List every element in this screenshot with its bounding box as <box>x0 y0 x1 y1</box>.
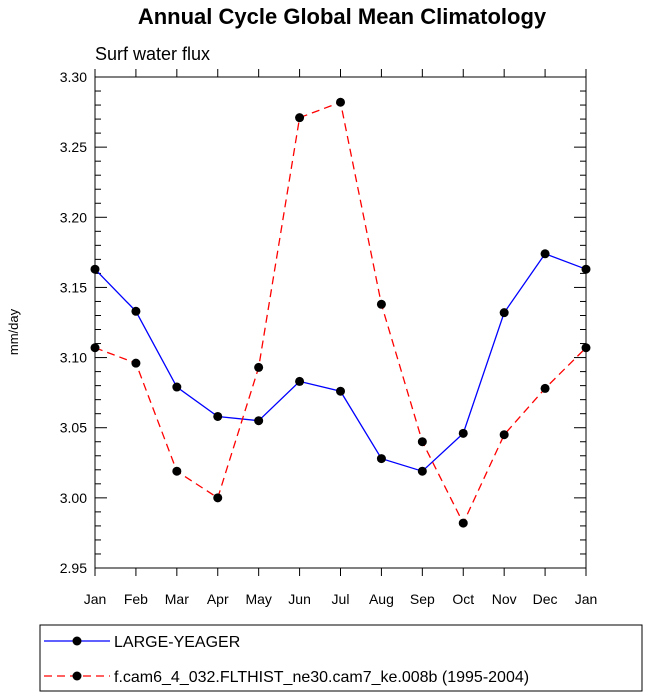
y-tick-label: 2.95 <box>60 560 87 576</box>
y-axis-label: mm/day <box>6 308 21 355</box>
axis-ticks <box>94 69 587 576</box>
chart-subtitle: Surf water flux <box>95 44 210 64</box>
series-line-2 <box>94 101 587 525</box>
data-point <box>131 306 141 316</box>
data-point <box>458 518 468 528</box>
y-tick-labels: 2.95 3.00 3.05 3.10 3.15 3.20 3.25 3.30 <box>60 69 87 576</box>
legend-label: f.cam6_4_032.FLTHIST_ne30.cam7_ke.008b (… <box>114 669 529 686</box>
data-point <box>213 411 223 421</box>
data-point <box>90 343 100 353</box>
legend-box <box>39 624 643 692</box>
x-tick-label: Jan <box>575 591 598 607</box>
data-point <box>336 97 345 107</box>
data-point <box>376 299 386 309</box>
y-tick-label: 3.30 <box>60 69 87 85</box>
data-point <box>499 430 509 440</box>
x-tick-label: Jul <box>332 591 350 607</box>
data-point <box>295 376 305 386</box>
data-point <box>417 466 427 476</box>
data-point <box>499 308 509 318</box>
x-tick-label: Oct <box>452 591 474 607</box>
data-point <box>581 264 591 274</box>
x-tick-label: Apr <box>207 591 229 607</box>
y-tick-label: 3.05 <box>60 420 87 436</box>
x-tick-label: Jan <box>84 591 107 607</box>
x-tick-label: Mar <box>165 591 189 607</box>
legend: LARGE-YEAGER f.cam6_4_032.FLTHIST_ne30.ca… <box>39 624 643 692</box>
x-tick-label: Sep <box>410 591 435 607</box>
legend-marker <box>72 671 82 681</box>
y-tick-label: 3.15 <box>60 279 87 295</box>
data-point <box>540 249 550 259</box>
y-tick-label: 3.10 <box>60 350 87 366</box>
y-tick-label: 3.20 <box>60 209 87 225</box>
data-point <box>540 383 550 393</box>
data-point <box>172 466 182 476</box>
x-tick-label: Jun <box>288 591 311 607</box>
series-layer <box>90 97 591 528</box>
series-line-1 <box>94 252 587 472</box>
data-point <box>581 343 591 353</box>
y-tick-label: 3.25 <box>60 139 87 155</box>
chart-title: Annual Cycle Global Mean Climatology <box>138 4 547 29</box>
data-point <box>254 362 264 372</box>
x-tick-label: Nov <box>492 591 517 607</box>
legend-entries: LARGE-YEAGER f.cam6_4_032.FLTHIST_ne30.ca… <box>44 634 529 686</box>
legend-label: LARGE-YEAGER <box>114 634 240 651</box>
data-point <box>295 113 305 123</box>
data-point <box>254 416 264 426</box>
data-point <box>376 454 386 464</box>
data-point <box>90 264 100 274</box>
data-point <box>213 493 223 503</box>
x-tick-label: Aug <box>369 591 394 607</box>
x-tick-label: Feb <box>124 591 148 607</box>
legend-marker <box>72 636 82 646</box>
x-tick-labels: Jan Feb Mar Apr May Jun Jul Aug Sep Oct Nov Dec Jan <box>84 591 598 607</box>
x-tick-label: Dec <box>533 591 558 607</box>
y-tick-label: 3.00 <box>60 490 87 506</box>
data-point <box>417 437 427 447</box>
plot-frame <box>94 76 587 569</box>
data-point <box>458 428 468 438</box>
data-point <box>131 358 141 368</box>
data-point <box>336 386 345 396</box>
x-tick-label: May <box>245 591 271 607</box>
data-point <box>172 382 182 392</box>
